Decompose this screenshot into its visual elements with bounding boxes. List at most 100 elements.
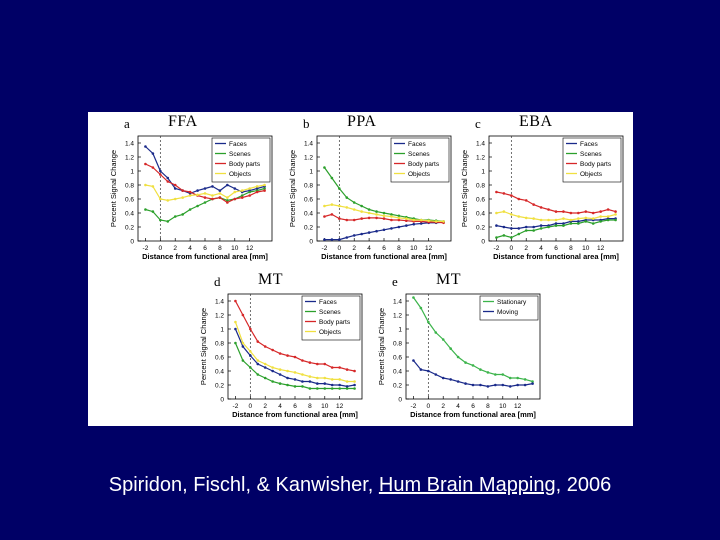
data-point [234,299,237,303]
data-point [330,387,334,390]
data-point [278,382,282,385]
data-point [390,218,393,222]
data-point [248,187,251,190]
data-point [479,383,482,387]
data-point [397,216,401,220]
data-point [532,225,535,229]
data-point [203,196,207,199]
x-tick-label: 8 [218,245,222,252]
data-point [256,373,260,376]
data-point [323,362,327,366]
data-point [256,359,260,362]
data-point [255,190,259,194]
data-point [486,385,490,388]
data-point [241,345,245,348]
legend-label: Moving [497,309,518,316]
x-tick-label: 0 [249,403,253,410]
data-point [323,382,327,385]
y-tick-label: 1.2 [393,313,402,320]
data-point [419,218,423,222]
data-point [427,219,430,222]
x-tick-label: 0 [338,245,342,252]
data-point [360,232,363,236]
data-point [345,218,349,222]
data-point [338,366,341,369]
y-tick-label: 1.4 [125,141,134,148]
panel-title: PPA [347,113,377,130]
data-point [196,204,199,208]
data-point [203,192,207,195]
data-point [240,194,244,197]
x-tick-label: 6 [554,245,558,252]
data-point [345,385,349,388]
data-point [263,187,266,190]
y-axis-label: Percent Signal Change [377,308,386,385]
x-tick-label: 8 [486,403,490,410]
y-tick-label: 0.6 [215,355,224,362]
data-point [151,166,155,169]
legend-label: Faces [408,141,426,148]
citation-year: , 2006 [555,474,612,496]
data-point [562,222,565,225]
figure-panel: a FFA 0 0.2 0.4 0.6 0.8 1 1.2 1.4 -2 0 2 4 6 8 10 12 Dis… [88,112,633,426]
data-point [263,345,267,348]
legend-label: Faces [229,141,247,148]
panel-letter: a [124,116,130,131]
x-tick-label: 6 [203,245,207,252]
legend-label: Objects [229,171,252,178]
data-point [517,215,521,218]
data-point [255,185,259,188]
data-point [263,366,267,369]
data-point [218,192,222,195]
x-tick-label: -2 [233,403,239,410]
data-point [234,341,237,345]
data-point [360,217,363,220]
data-point [531,382,534,385]
data-point [353,387,356,390]
chart-d: 0 0.2 0.4 0.6 0.8 1 1.2 1.4 -2 0 2 4 6 8 10 12Distance … [199,293,363,419]
data-point [226,196,229,199]
data-point [562,224,565,227]
data-point [390,213,393,216]
y-tick-label: 0.6 [393,355,402,362]
x-tick-label: 4 [456,403,460,410]
data-point [293,378,297,381]
data-point [524,229,528,232]
data-point [256,362,260,366]
x-axis-label: Distance from functional area [mm] [410,410,536,419]
data-point [419,306,423,310]
data-point [345,368,349,371]
data-point [471,383,475,387]
x-tick-label: -2 [494,245,500,252]
data-point [323,387,327,390]
x-tick-label: 2 [263,403,267,410]
y-axis-label: Percent Signal Change [288,150,297,227]
data-point [554,222,558,225]
data-point [323,376,327,380]
data-point [517,227,521,230]
series-line-scenes [234,342,355,390]
x-axis-label: Distance from functional area [mm] [232,410,358,419]
legend-label: Scenes [229,151,251,158]
panel-d: d MT 0 0.2 0.4 0.6 0.8 1 1.2 1.4 -2 0 2 4 6 8 10 12 Dist… [192,271,366,424]
data-point [510,213,513,216]
data-point [278,368,282,371]
data-point [181,196,184,199]
data-point [577,217,580,220]
y-tick-label: 0.2 [125,225,134,232]
data-point [286,354,289,357]
data-point [234,327,237,331]
x-tick-label: 10 [499,403,507,410]
data-point [159,197,162,201]
data-point [301,373,304,376]
data-point [203,187,207,190]
data-point [516,376,519,380]
data-point [449,378,452,381]
data-point [375,210,378,213]
x-tick-label: 12 [246,245,254,252]
chart-e: 0 0.2 0.4 0.6 0.8 1 1.2 1.4 -2 0 2 4 6 8 10 12Distance … [377,293,541,419]
citation: Spiridon, Fischl, & Kanwisher, Hum Brain… [0,474,720,497]
data-point [166,180,170,183]
data-point [539,227,543,230]
data-point [181,189,184,192]
